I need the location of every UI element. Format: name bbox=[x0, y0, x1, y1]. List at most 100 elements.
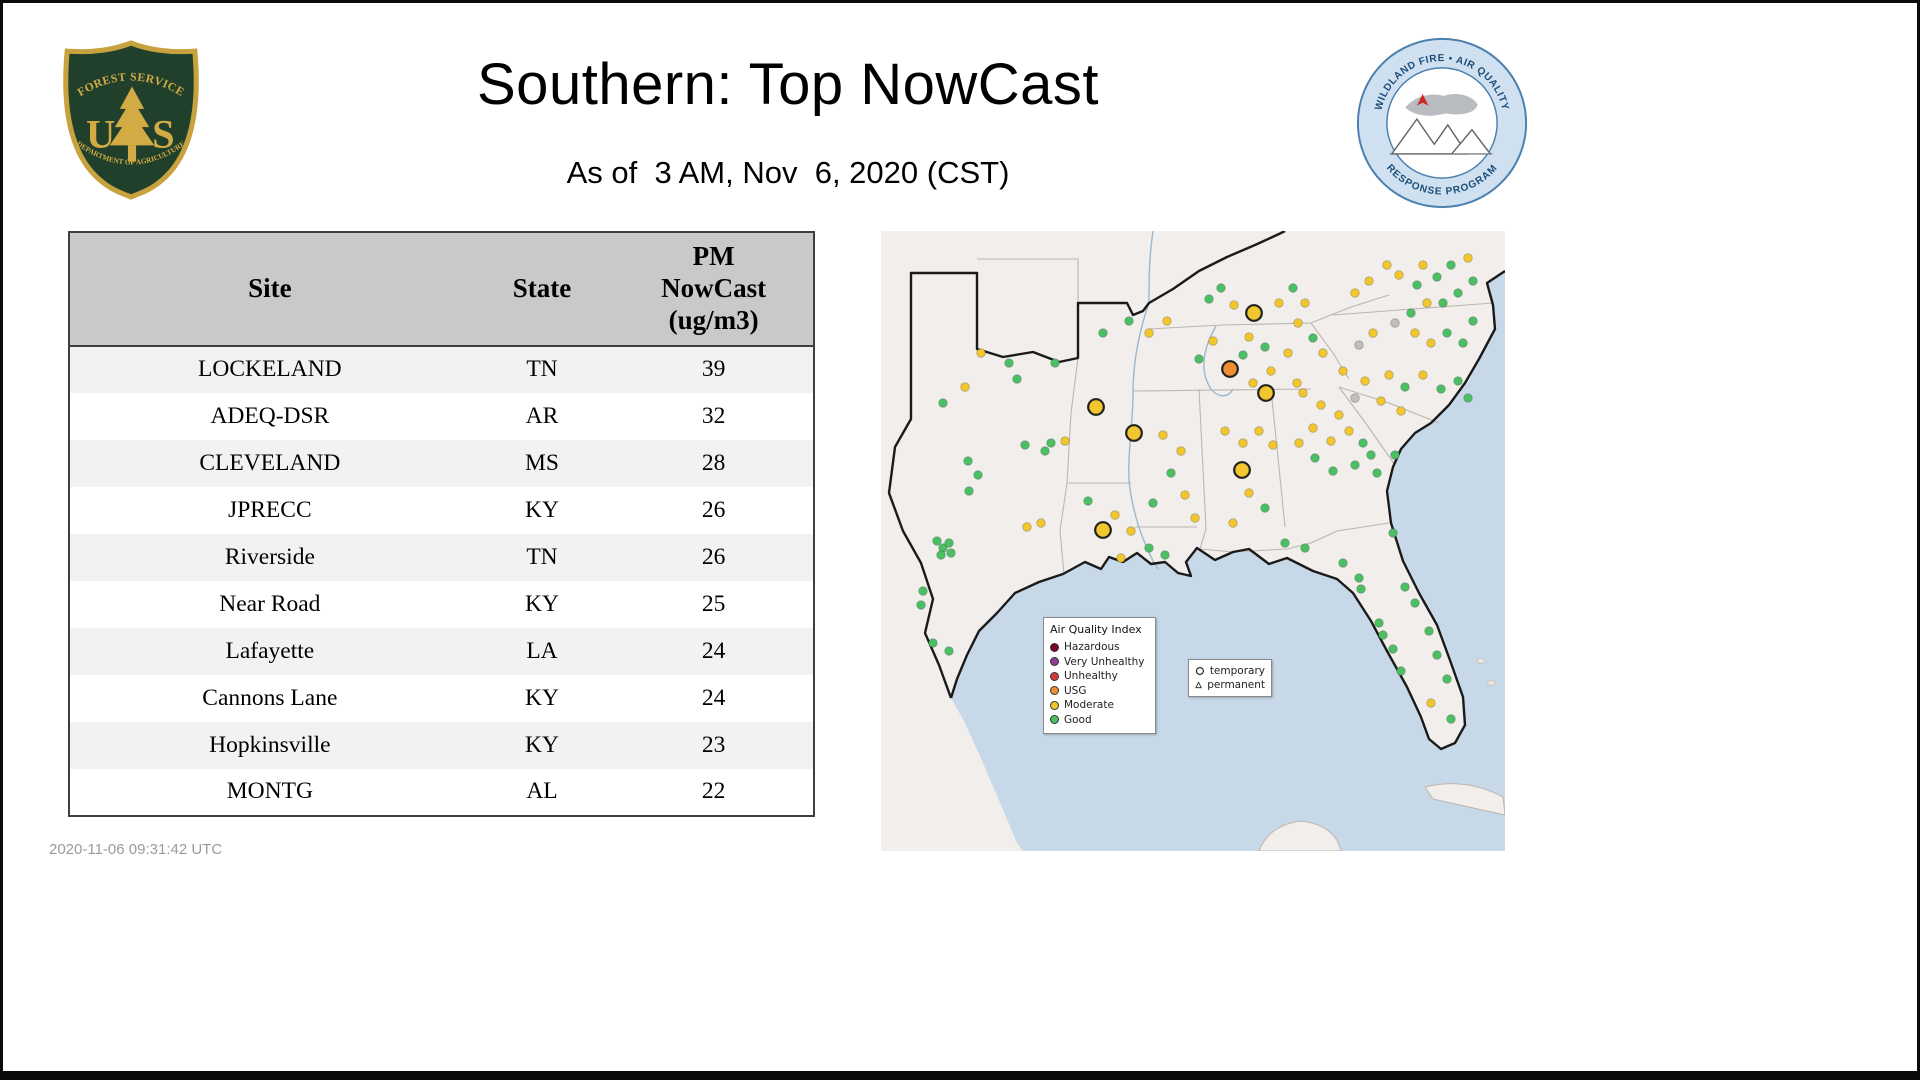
monitor-dot bbox=[1453, 288, 1463, 298]
monitor-dot bbox=[1060, 436, 1070, 446]
cell-pm: 32 bbox=[701, 402, 726, 429]
table-row: Hopkinsville KY 23 bbox=[69, 721, 814, 769]
monitor-dot bbox=[1438, 298, 1448, 308]
monitor-dot bbox=[1260, 503, 1270, 513]
cell-pm: 24 bbox=[701, 637, 726, 664]
monitor-dot bbox=[944, 646, 954, 656]
nowcast-table: Site State PM NowCast (ug/m3) LOCKELAND T… bbox=[68, 231, 815, 817]
cell-site: Near Road bbox=[219, 590, 321, 617]
page-title: Southern: Top NowCast bbox=[477, 52, 1099, 117]
table-row: JPRECC KY 26 bbox=[69, 487, 814, 534]
monitor-dot bbox=[1350, 288, 1360, 298]
monitor-dot bbox=[1382, 260, 1392, 270]
pine-tree-icon bbox=[109, 86, 155, 162]
monitor-dot bbox=[1366, 450, 1376, 460]
monitor-dot bbox=[1144, 543, 1154, 553]
cell-site: JPRECC bbox=[228, 496, 312, 523]
cell-site: CLEVELAND bbox=[199, 449, 341, 476]
monitor-dot bbox=[1310, 453, 1320, 463]
monitor-dot bbox=[1426, 698, 1436, 708]
cell-pm: 28 bbox=[701, 449, 726, 476]
monitor-dot bbox=[916, 600, 926, 610]
monitor-dot bbox=[1022, 522, 1032, 532]
monitor-dot bbox=[1368, 328, 1378, 338]
monitor-dot bbox=[1394, 270, 1404, 280]
monitor-dot bbox=[1350, 393, 1360, 403]
cell-pm: 22 bbox=[701, 778, 726, 805]
top-site-marker bbox=[1245, 304, 1263, 322]
aqi-legend-items: Hazardous Very Unhealthy Unhealthy USG Moder… bbox=[1050, 640, 1149, 727]
monitor-dot bbox=[1418, 260, 1428, 270]
monitor-dot bbox=[1432, 272, 1442, 282]
cell-site: Riverside bbox=[224, 543, 315, 570]
monitor-dot bbox=[1422, 298, 1432, 308]
cell-site: Lafayette bbox=[225, 637, 315, 664]
marker-type-legend: temporary permanent bbox=[1188, 659, 1272, 697]
top-site-marker bbox=[1125, 424, 1143, 442]
cuba-shape bbox=[1424, 783, 1505, 816]
monitor-dot bbox=[936, 550, 946, 560]
monitor-dot bbox=[1356, 584, 1366, 594]
aqi-color-swatch bbox=[1050, 671, 1059, 681]
table-row: LOCKELAND TN 39 bbox=[69, 345, 814, 393]
bahamas-islet bbox=[1476, 658, 1486, 664]
monitor-dot bbox=[1083, 496, 1093, 506]
permanent-label: permanent bbox=[1207, 679, 1265, 691]
monitor-dot bbox=[1190, 513, 1200, 523]
monitor-dot bbox=[964, 486, 974, 496]
wfaqrp-badge-icon: WILDLAND FIRE • AIR QUALITY RESPONSE PRO… bbox=[1356, 37, 1528, 209]
monitor-dot bbox=[1012, 374, 1022, 384]
monitor-dot bbox=[1432, 650, 1442, 660]
aqi-legend-label: USG bbox=[1064, 684, 1087, 697]
monitor-dot bbox=[1208, 336, 1218, 346]
monitor-dot bbox=[938, 398, 948, 408]
monitor-dot bbox=[1248, 378, 1258, 388]
monitor-dot bbox=[960, 382, 970, 392]
aqi-legend-label: Very Unhealthy bbox=[1064, 655, 1145, 668]
monitor-dot bbox=[1180, 490, 1190, 500]
monitor-dot bbox=[1254, 426, 1264, 436]
aqi-color-swatch bbox=[1050, 700, 1059, 710]
column-header-pm-label: PM NowCast (ug/m3) bbox=[661, 241, 767, 335]
monitor-dot bbox=[1410, 598, 1420, 608]
monitor-dot bbox=[1446, 260, 1456, 270]
monitor-dot bbox=[1326, 436, 1336, 446]
temporary-label: temporary bbox=[1209, 665, 1265, 677]
timestamp: 2020-11-06 09:31:42 UTC bbox=[49, 841, 223, 858]
monitor-dot bbox=[1238, 350, 1248, 360]
permanent-marker-icon bbox=[1195, 681, 1202, 689]
monitor-dot bbox=[1298, 388, 1308, 398]
cell-state: KY bbox=[525, 590, 559, 617]
aqi-color-swatch bbox=[1050, 686, 1059, 696]
monitor-dot bbox=[1350, 460, 1360, 470]
top-site-marker bbox=[1221, 360, 1239, 378]
aqi-legend-item: USG bbox=[1050, 684, 1149, 699]
temporary-marker-icon bbox=[1195, 666, 1204, 676]
monitor-dot bbox=[1283, 348, 1293, 358]
monitor-dot bbox=[1396, 666, 1406, 676]
monitor-dot bbox=[1400, 582, 1410, 592]
aqi-legend-item: Hazardous bbox=[1050, 640, 1149, 655]
column-header-site: Site bbox=[69, 232, 470, 347]
temporary-legend-row: temporary bbox=[1195, 664, 1265, 678]
monitor-dot bbox=[1238, 438, 1248, 448]
monitor-dot bbox=[1354, 340, 1364, 350]
monitor-dot bbox=[1396, 406, 1406, 416]
monitor-dot bbox=[1426, 338, 1436, 348]
landmass bbox=[881, 231, 1505, 851]
monitor-dot bbox=[1260, 342, 1270, 352]
table-row: ADEQ-DSR AR 32 bbox=[69, 393, 814, 440]
monitor-dot bbox=[1300, 298, 1310, 308]
monitor-dot bbox=[1463, 253, 1473, 263]
wfaqrp-logo: WILDLAND FIRE • AIR QUALITY RESPONSE PRO… bbox=[1355, 36, 1529, 210]
monitor-dot bbox=[928, 638, 938, 648]
table-row: Lafayette LA 24 bbox=[69, 627, 814, 675]
cell-state: KY bbox=[525, 496, 559, 523]
monitor-dot bbox=[1384, 370, 1394, 380]
monitor-dot bbox=[1442, 328, 1452, 338]
aqi-legend-label: Unhealthy bbox=[1064, 670, 1118, 682]
cell-state: LA bbox=[526, 637, 558, 664]
monitor-dot bbox=[1308, 333, 1318, 343]
monitor-dot bbox=[1308, 423, 1318, 433]
monitor-dot bbox=[1436, 384, 1446, 394]
